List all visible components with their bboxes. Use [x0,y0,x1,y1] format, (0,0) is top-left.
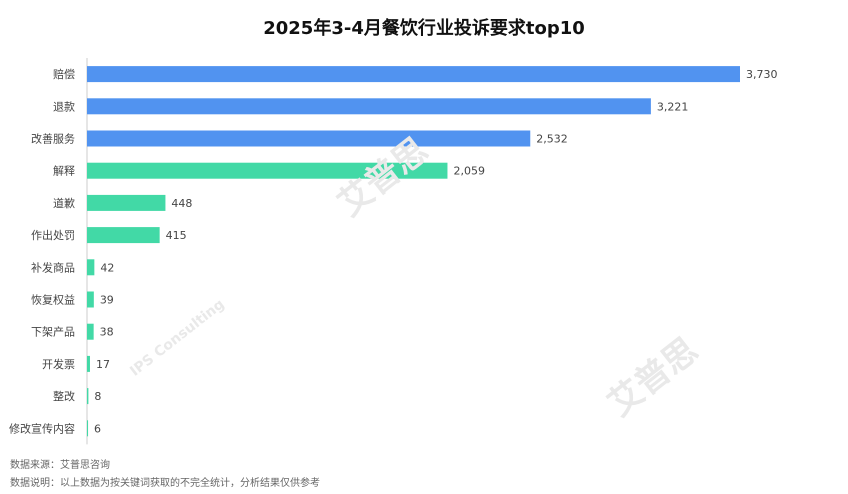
bar-5 [87,227,160,243]
category-label-1: 退款 [53,99,75,113]
category-label-2: 改善服务 [31,132,75,146]
bar-11 [87,420,88,436]
category-label-4: 道歉 [53,196,75,210]
value-label-5: 415 [166,229,187,242]
category-label-0: 赔偿 [53,67,75,81]
category-label-6: 补发商品 [31,260,75,274]
bar-8 [87,324,94,340]
category-label-5: 作出处罚 [31,228,75,242]
category-label-8: 下架产品 [31,325,75,339]
value-label-3: 2,059 [453,165,485,178]
value-label-9: 17 [96,358,110,371]
value-label-11: 6 [94,422,101,435]
category-label-9: 开发票 [42,357,75,371]
value-label-1: 3,221 [657,100,689,113]
value-label-2: 2,532 [536,133,568,146]
value-label-4: 448 [171,197,192,210]
bar-9 [87,356,90,372]
source-note: 数据来源：艾普思咨询 [10,456,110,471]
value-label-8: 38 [100,326,114,339]
bar-10 [87,388,88,404]
value-label-6: 42 [100,261,114,274]
category-label-11: 修改宣传内容 [9,421,75,435]
category-label-3: 解释 [53,164,75,178]
bar-6 [87,259,94,275]
value-label-10: 8 [94,390,101,403]
data-note: 数据说明：以上数据为按关键词获取的不完全统计，分析结果仅供参考 [10,474,320,489]
category-label-10: 整改 [53,389,75,403]
bar-0 [87,66,740,82]
value-label-7: 39 [100,294,114,307]
bar-4 [87,195,165,211]
bar-2 [87,131,530,147]
bar-7 [87,292,94,308]
category-label-7: 恢复权益 [31,293,75,307]
bar-1 [87,98,651,114]
value-label-0: 3,730 [746,68,778,81]
